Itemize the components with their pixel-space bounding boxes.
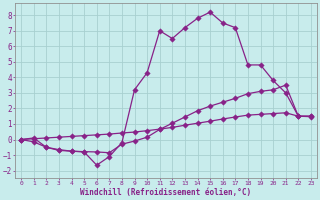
X-axis label: Windchill (Refroidissement éolien,°C): Windchill (Refroidissement éolien,°C) xyxy=(80,188,252,197)
